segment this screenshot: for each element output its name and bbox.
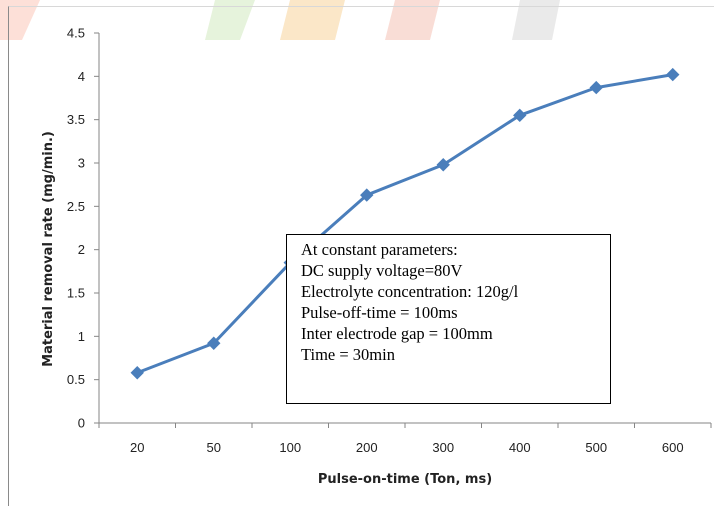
- data-point-marker: [207, 336, 221, 350]
- chart-frame: [8, 6, 714, 506]
- y-tick-label: 2.5: [67, 199, 85, 214]
- x-tick-label: 50: [207, 440, 221, 455]
- annotation-line-voltage: DC supply voltage=80V: [301, 261, 463, 280]
- annotation-line-time: Time = 30min: [301, 345, 395, 364]
- y-tick-label: 3: [78, 156, 85, 171]
- y-tick-label: 3.5: [67, 112, 85, 127]
- x-tick-label: 400: [509, 440, 531, 455]
- annotation-line-pulse-off: Pulse-off-time = 100ms: [301, 303, 458, 322]
- data-point-marker: [513, 108, 527, 123]
- x-tick-label: 500: [585, 440, 607, 455]
- x-tick-label: 200: [356, 440, 378, 455]
- annotation-line-gap: Inter electrode gap = 100mm: [301, 324, 493, 343]
- y-axis-title: Material removal rate (mg/min.): [41, 131, 56, 367]
- y-tick-label: 1: [78, 329, 85, 344]
- annotation-box: At constant parameters: DC supply voltag…: [286, 234, 611, 404]
- x-tick-label: 300: [432, 440, 454, 455]
- annotation-line-heading: At constant parameters:: [301, 240, 458, 259]
- x-axis-title: Pulse-on-time (Ton, ms): [318, 472, 492, 487]
- x-tick-label: 20: [130, 440, 144, 455]
- y-tick-label: 1.5: [67, 286, 85, 301]
- series-line: [136, 73, 674, 375]
- annotation-line-electrolyte: Electrolyte concentration: 120g/l: [301, 282, 519, 301]
- data-point-marker: [436, 158, 450, 172]
- data-point-marker: [666, 67, 680, 82]
- data-point-marker: [589, 80, 603, 95]
- x-tick-label: 100: [279, 440, 301, 455]
- data-point-marker: [130, 366, 144, 380]
- y-tick-label: 4.5: [67, 26, 85, 41]
- x-tick-label: 600: [662, 440, 684, 455]
- y-tick-label: 0.5: [67, 372, 85, 387]
- y-tick-label: 2: [78, 242, 85, 257]
- y-tick-label: 4: [78, 69, 85, 84]
- y-tick-label: 0: [78, 416, 85, 431]
- data-point-marker: [360, 188, 374, 202]
